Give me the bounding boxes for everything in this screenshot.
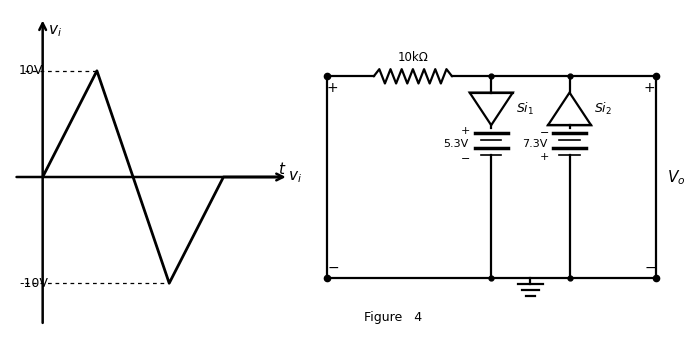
Text: $Si_1$: $Si_1$ xyxy=(516,101,534,117)
Text: $-$: $-$ xyxy=(460,152,471,162)
Text: $t$: $t$ xyxy=(278,160,286,177)
Text: $-$: $-$ xyxy=(326,260,339,274)
Text: 5.3V: 5.3V xyxy=(444,139,469,149)
Text: +: + xyxy=(539,152,549,162)
Text: 10kΩ: 10kΩ xyxy=(398,51,428,64)
Text: $V_o$: $V_o$ xyxy=(667,168,686,187)
Text: $v_i$: $v_i$ xyxy=(48,23,62,39)
Text: +: + xyxy=(461,126,471,136)
Text: -10V: -10V xyxy=(19,277,48,290)
Text: Figure   4: Figure 4 xyxy=(364,311,423,324)
Text: $v_i$: $v_i$ xyxy=(288,170,302,185)
Text: 7.3V: 7.3V xyxy=(522,139,548,149)
Text: +: + xyxy=(327,81,339,95)
Text: $-$: $-$ xyxy=(644,260,656,274)
Text: $-$: $-$ xyxy=(539,126,549,136)
Text: $Si_2$: $Si_2$ xyxy=(594,101,612,117)
Text: +: + xyxy=(644,81,655,95)
Text: 10V: 10V xyxy=(19,64,43,77)
